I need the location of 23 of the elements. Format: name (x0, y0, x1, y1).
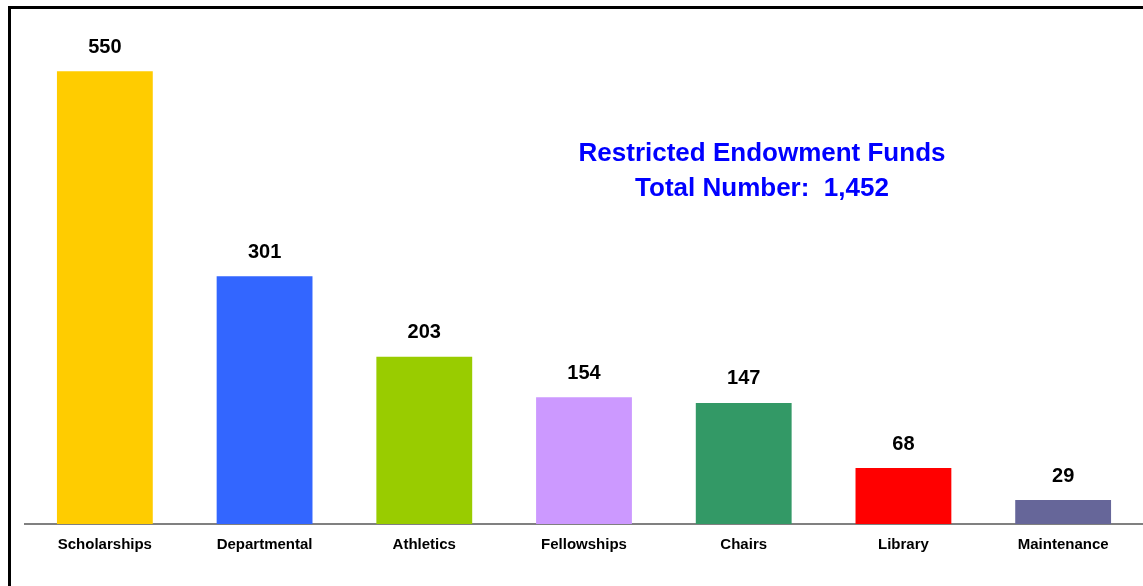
x-tick-label: Fellowships (541, 535, 627, 553)
data-label: 154 (567, 360, 602, 383)
data-label: 147 (727, 366, 761, 389)
x-tick-label: Athletics (392, 535, 456, 553)
data-label: 550 (88, 34, 122, 57)
bar (855, 468, 952, 524)
text: Total Number: 1,452 (635, 172, 889, 203)
bar (536, 397, 632, 524)
text: Restricted Endowment Funds (578, 137, 946, 168)
x-tick-label: Maintenance (1017, 535, 1109, 553)
bar (695, 402, 792, 524)
data-label: 203 (407, 320, 441, 343)
x-tick-label: Departmental (216, 535, 313, 553)
data-label: 68 (892, 431, 915, 454)
x-tick-label: Scholarships (57, 535, 152, 553)
bar (216, 276, 313, 524)
x-tick-label: Library (878, 535, 930, 553)
x-tick-label: Chairs (720, 535, 768, 553)
bar (1015, 500, 1112, 524)
bar (56, 71, 153, 524)
data-label: 301 (247, 239, 282, 262)
bar (376, 356, 473, 524)
data-label: 29 (1052, 463, 1075, 486)
